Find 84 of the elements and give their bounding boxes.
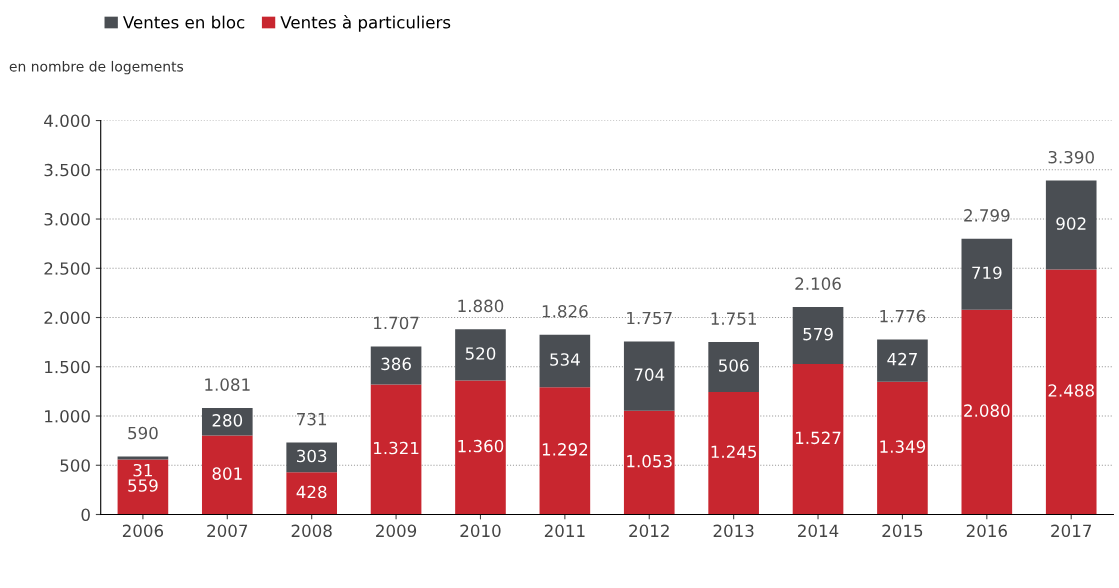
legend-label: Ventes à particuliers — [280, 15, 451, 32]
total-label: 2.106 — [795, 277, 841, 290]
y-tick-label: 3.000 — [44, 212, 90, 226]
x-tick-label: 2012 — [629, 524, 669, 538]
data-label: 559 — [128, 479, 158, 492]
bar — [623, 410, 675, 515]
bar — [1045, 269, 1097, 515]
total-label: 1.757 — [627, 311, 672, 325]
bar — [1045, 180, 1097, 270]
bar — [455, 329, 506, 381]
data-label: 704 — [634, 368, 665, 381]
x-tick-label: 2011 — [544, 524, 585, 538]
bar — [455, 380, 506, 515]
data-label: 2.488 — [1048, 384, 1094, 397]
y-tick-label: 500 — [60, 459, 90, 472]
data-label: 1.292 — [542, 443, 588, 456]
bar — [286, 442, 338, 473]
y-tick-label: 0 — [81, 508, 90, 522]
total-label: 1.826 — [542, 304, 588, 318]
data-label: 303 — [297, 449, 327, 463]
data-label: 428 — [296, 485, 327, 499]
bar — [201, 435, 253, 515]
x-tick-label: 2014 — [798, 524, 839, 538]
bar — [708, 342, 759, 392]
data-label: 579 — [803, 327, 833, 341]
bar — [117, 456, 169, 460]
data-label: 1.349 — [880, 440, 926, 453]
bar — [877, 339, 928, 382]
bar — [539, 387, 591, 515]
data-label: 2.080 — [964, 404, 1010, 417]
data-label: 386 — [381, 357, 411, 371]
total-label: 590 — [128, 426, 158, 440]
bar — [539, 334, 591, 388]
y-tick-label: 1.500 — [45, 360, 90, 374]
legend-label: Ventes en bloc — [122, 15, 245, 29]
data-label: 1.245 — [711, 445, 757, 459]
x-tick-label: 2017 — [1051, 524, 1091, 538]
data-label: 1.053 — [627, 454, 672, 468]
bar — [792, 307, 844, 365]
x-tick-label: 2009 — [376, 524, 417, 538]
data-label: 534 — [550, 353, 580, 366]
x-tick-label: 2015 — [882, 524, 923, 538]
bar — [792, 364, 844, 515]
data-label: 719 — [972, 266, 1002, 280]
y-tick-label: 3.500 — [44, 163, 90, 177]
total-label: 1.751 — [711, 312, 756, 325]
total-label: 1.707 — [374, 316, 419, 330]
bar — [370, 346, 422, 385]
x-tick-label: 2007 — [207, 524, 248, 538]
x-tick-label: 2010 — [460, 524, 501, 538]
x-tick-label: 2016 — [966, 524, 1007, 538]
data-label: 506 — [719, 359, 749, 372]
total-label: 1.081 — [205, 378, 250, 391]
y-tick-label: 1.000 — [45, 409, 90, 423]
data-label: 31 — [133, 463, 152, 477]
y-tick-label: 2.000 — [44, 311, 90, 325]
bar — [201, 408, 253, 436]
bar — [877, 381, 928, 515]
x-tick-label: 2008 — [291, 524, 332, 538]
data-label: 280 — [212, 414, 243, 427]
data-label: 1.321 — [374, 441, 419, 455]
y-tick-label: 4.000 — [44, 114, 90, 128]
total-label: 3.390 — [1048, 150, 1094, 164]
total-label: 731 — [297, 412, 327, 426]
y-tick-label: 2.500 — [44, 262, 90, 275]
data-label: 520 — [465, 347, 496, 360]
bar — [961, 309, 1013, 515]
y-axis-title: en nombre de logements — [9, 60, 184, 75]
data-label: 1.360 — [458, 439, 504, 453]
bar — [623, 341, 675, 411]
data-label: 801 — [212, 467, 242, 480]
data-label: 902 — [1056, 217, 1086, 230]
bar — [117, 459, 169, 515]
total-label: 1.880 — [458, 299, 504, 313]
data-label: 427 — [887, 352, 917, 366]
bar — [286, 472, 338, 515]
bar — [961, 238, 1013, 310]
x-tick-label: 2006 — [122, 524, 164, 538]
x-tick-label: 2013 — [713, 524, 754, 538]
bar — [370, 384, 422, 515]
total-label: 1.776 — [880, 309, 926, 323]
bar — [708, 391, 759, 515]
data-label: 1.527 — [796, 431, 841, 445]
total-label: 2.799 — [964, 209, 1010, 222]
